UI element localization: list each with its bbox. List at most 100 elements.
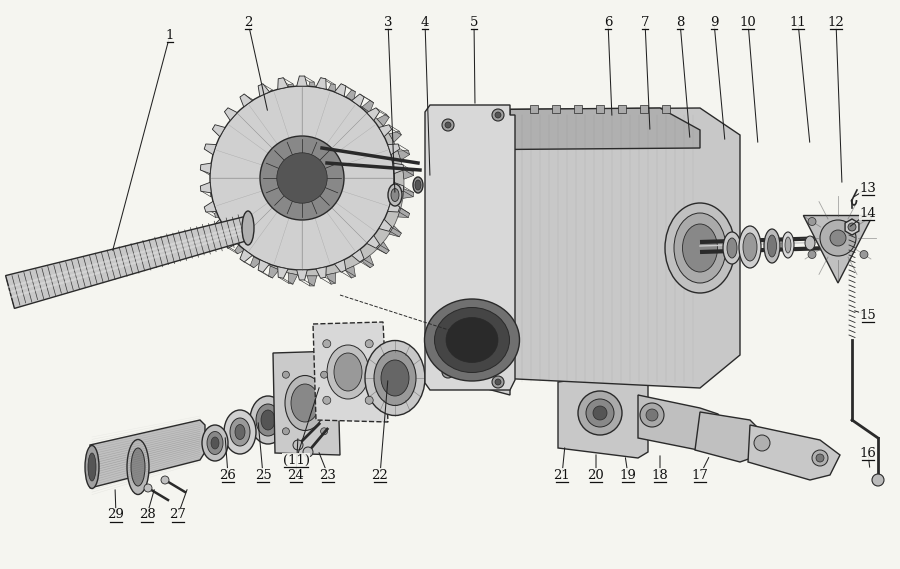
Ellipse shape bbox=[727, 238, 737, 258]
Polygon shape bbox=[366, 236, 380, 248]
Text: 14: 14 bbox=[860, 207, 877, 220]
Bar bbox=[618, 105, 626, 113]
Circle shape bbox=[754, 435, 770, 451]
Ellipse shape bbox=[250, 396, 286, 444]
Ellipse shape bbox=[743, 233, 757, 261]
Circle shape bbox=[161, 476, 169, 484]
Ellipse shape bbox=[224, 410, 256, 454]
Circle shape bbox=[586, 399, 614, 427]
Polygon shape bbox=[388, 201, 400, 212]
Text: 1: 1 bbox=[166, 28, 175, 42]
Polygon shape bbox=[307, 82, 317, 92]
Bar bbox=[640, 105, 648, 113]
Ellipse shape bbox=[256, 404, 280, 436]
Polygon shape bbox=[845, 219, 859, 235]
Polygon shape bbox=[392, 182, 404, 193]
Ellipse shape bbox=[207, 431, 223, 455]
Text: 20: 20 bbox=[588, 468, 605, 481]
Text: 7: 7 bbox=[641, 15, 649, 28]
Circle shape bbox=[320, 428, 328, 435]
Ellipse shape bbox=[365, 340, 425, 415]
Text: 2: 2 bbox=[244, 15, 252, 28]
Circle shape bbox=[872, 474, 884, 486]
Circle shape bbox=[293, 440, 303, 450]
Polygon shape bbox=[335, 84, 346, 96]
Text: 18: 18 bbox=[652, 468, 669, 481]
Polygon shape bbox=[222, 226, 235, 237]
Ellipse shape bbox=[425, 299, 519, 381]
Polygon shape bbox=[435, 110, 510, 395]
Ellipse shape bbox=[230, 418, 250, 446]
Circle shape bbox=[646, 409, 658, 421]
Polygon shape bbox=[268, 90, 279, 102]
Circle shape bbox=[495, 112, 501, 118]
Polygon shape bbox=[212, 125, 225, 137]
Ellipse shape bbox=[381, 360, 409, 396]
Text: 3: 3 bbox=[383, 15, 392, 28]
Polygon shape bbox=[435, 108, 700, 150]
Polygon shape bbox=[5, 217, 251, 308]
Ellipse shape bbox=[682, 224, 717, 272]
Bar bbox=[574, 105, 582, 113]
Ellipse shape bbox=[805, 236, 815, 250]
Polygon shape bbox=[352, 249, 365, 262]
Polygon shape bbox=[204, 144, 216, 155]
Polygon shape bbox=[377, 114, 389, 126]
Text: 12: 12 bbox=[828, 15, 844, 28]
Polygon shape bbox=[204, 201, 216, 212]
Polygon shape bbox=[222, 131, 235, 142]
Polygon shape bbox=[388, 144, 400, 155]
Polygon shape bbox=[345, 90, 356, 102]
Ellipse shape bbox=[291, 384, 319, 422]
Text: 22: 22 bbox=[372, 468, 389, 481]
Polygon shape bbox=[345, 266, 356, 278]
Text: 19: 19 bbox=[619, 468, 636, 481]
Polygon shape bbox=[212, 219, 225, 231]
Polygon shape bbox=[362, 255, 374, 268]
Ellipse shape bbox=[327, 345, 369, 399]
Polygon shape bbox=[389, 131, 401, 142]
Polygon shape bbox=[268, 266, 279, 278]
Text: 26: 26 bbox=[220, 468, 237, 481]
Circle shape bbox=[808, 217, 816, 225]
Ellipse shape bbox=[391, 188, 399, 201]
Ellipse shape bbox=[334, 353, 362, 391]
Polygon shape bbox=[201, 182, 212, 193]
Ellipse shape bbox=[211, 437, 219, 449]
Text: 16: 16 bbox=[860, 447, 877, 460]
Ellipse shape bbox=[413, 177, 423, 193]
Bar bbox=[596, 105, 604, 113]
Ellipse shape bbox=[285, 376, 325, 431]
Polygon shape bbox=[258, 260, 269, 272]
Text: 13: 13 bbox=[860, 182, 877, 195]
Text: 17: 17 bbox=[691, 468, 708, 481]
Polygon shape bbox=[327, 84, 336, 95]
Ellipse shape bbox=[785, 237, 791, 253]
Polygon shape bbox=[804, 216, 873, 283]
Ellipse shape bbox=[388, 184, 402, 206]
Text: 27: 27 bbox=[169, 509, 186, 522]
Text: 24: 24 bbox=[288, 468, 304, 481]
Polygon shape bbox=[377, 242, 389, 254]
Polygon shape bbox=[316, 78, 327, 89]
Circle shape bbox=[495, 379, 501, 385]
Text: 10: 10 bbox=[740, 15, 756, 28]
Polygon shape bbox=[379, 219, 392, 231]
Circle shape bbox=[260, 136, 344, 220]
Circle shape bbox=[323, 396, 331, 405]
Ellipse shape bbox=[674, 213, 726, 283]
Circle shape bbox=[808, 250, 816, 258]
Ellipse shape bbox=[242, 211, 254, 245]
Polygon shape bbox=[638, 395, 728, 450]
Circle shape bbox=[640, 403, 664, 427]
Polygon shape bbox=[214, 150, 226, 160]
Polygon shape bbox=[313, 322, 388, 422]
Circle shape bbox=[144, 484, 152, 492]
Polygon shape bbox=[403, 170, 414, 179]
Polygon shape bbox=[435, 108, 740, 388]
Polygon shape bbox=[250, 100, 262, 113]
Polygon shape bbox=[273, 351, 340, 455]
Ellipse shape bbox=[764, 229, 780, 263]
Polygon shape bbox=[278, 267, 288, 278]
Bar bbox=[662, 105, 670, 113]
